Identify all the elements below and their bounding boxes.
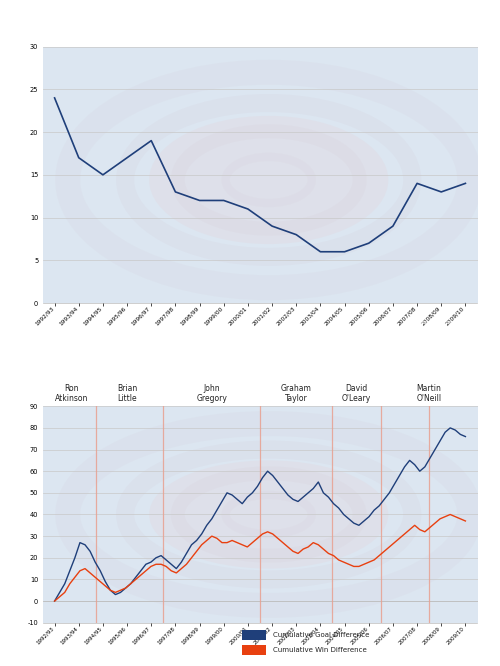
Text: Brian
Little: Brian Little	[117, 384, 137, 403]
Text: Premiership Years - 1992 - March 2010: Premiership Years - 1992 - March 2010	[11, 21, 166, 30]
Text: Aston Villa Points From Other "Premiership Seven" Teams: Aston Villa Points From Other "Premiersh…	[11, 6, 364, 16]
Text: Ron
Atkinson: Ron Atkinson	[55, 384, 88, 403]
Text: Premiership Years - 1992 - January 2010: Premiership Years - 1992 - January 2010	[11, 366, 172, 376]
Text: David
O'Leary: David O'Leary	[342, 384, 372, 403]
Text: Graham
Taylor: Graham Taylor	[281, 384, 312, 403]
Text: Martin
O'Neill: Martin O'Neill	[416, 384, 442, 403]
Text: astonvillacentral.com: astonvillacentral.com	[420, 320, 488, 325]
Bar	[242, 645, 266, 655]
Ellipse shape	[149, 116, 388, 244]
Ellipse shape	[149, 460, 388, 569]
Text: Cumulative Win Difference: Cumulative Win Difference	[273, 647, 366, 653]
Text: astonvillacentral.com: astonvillacentral.com	[420, 653, 488, 659]
Text: John
Gregory: John Gregory	[196, 384, 227, 403]
Bar	[42, 47, 490, 303]
Text: Aston Villa Cumulative Goal Difference vs Cumulative Win Difference: Aston Villa Cumulative Goal Difference v…	[11, 348, 433, 358]
Text: Cumulative Goal Difference: Cumulative Goal Difference	[273, 632, 370, 638]
Bar	[242, 630, 266, 640]
